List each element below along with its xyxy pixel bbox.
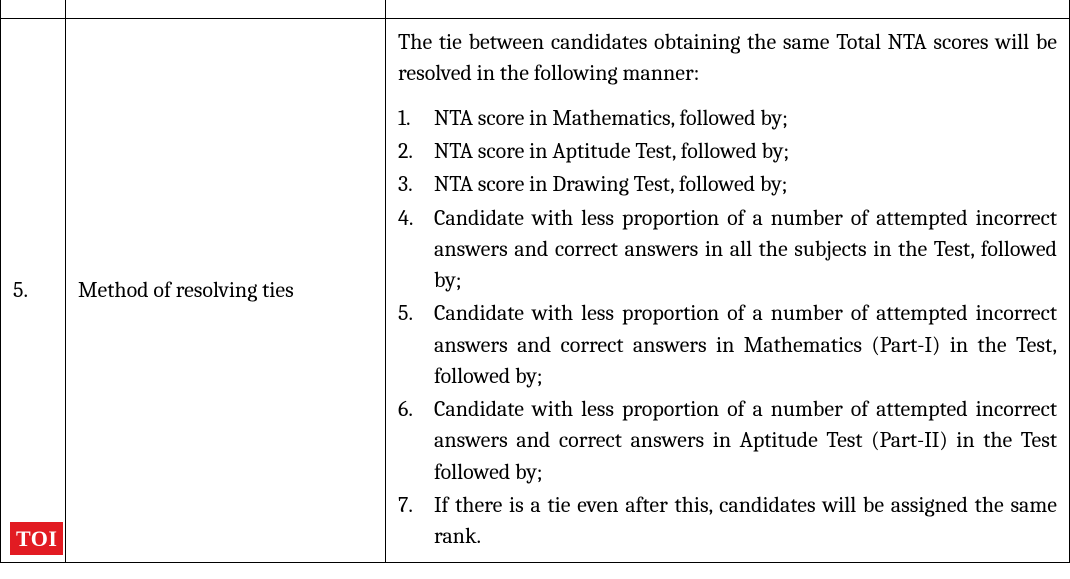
tie-breaking-list: 1. NTA score in Mathematics, followed by;… xyxy=(398,103,1057,552)
prev-content-cell xyxy=(386,0,1070,18)
list-text: If there is a tie even after this, candi… xyxy=(434,492,1057,549)
rules-table: 5. Method of resolving ties The tie betw… xyxy=(0,0,1070,563)
list-item: 2. NTA score in Aptitude Test, followed b… xyxy=(398,136,1057,167)
toi-logo-badge: TOI xyxy=(10,522,63,555)
list-marker: 5. xyxy=(398,298,426,329)
row-content-cell: The tie between candidates obtaining the… xyxy=(386,18,1070,563)
list-marker: 2. xyxy=(398,136,426,167)
document-page: 5. Method of resolving ties The tie betw… xyxy=(0,0,1070,579)
list-marker: 4. xyxy=(398,203,426,234)
intro-paragraph: The tie between candidates obtaining the… xyxy=(398,27,1057,89)
list-text: Candidate with less proportion of a numb… xyxy=(434,396,1057,484)
list-text: Candidate with less proportion of a numb… xyxy=(434,205,1057,293)
row-title: Method of resolving ties xyxy=(78,277,294,303)
list-item: 5. Candidate with less proportion of a nu… xyxy=(398,298,1057,392)
list-marker: 1. xyxy=(398,103,426,134)
list-text: NTA score in Aptitude Test, followed by; xyxy=(434,138,789,164)
list-text: NTA score in Mathematics, followed by; xyxy=(434,105,788,131)
list-item: 1. NTA score in Mathematics, followed by; xyxy=(398,103,1057,134)
prev-title-cell xyxy=(66,0,386,18)
list-item: 6. Candidate with less proportion of a nu… xyxy=(398,394,1057,488)
list-item: 4. Candidate with less proportion of a nu… xyxy=(398,203,1057,297)
row-number-cell: 5. xyxy=(1,18,66,563)
row-title-cell: Method of resolving ties xyxy=(66,18,386,563)
list-marker: 7. xyxy=(398,490,426,521)
list-text: Candidate with less proportion of a numb… xyxy=(434,300,1057,388)
list-item: 3. NTA score in Drawing Test, followed by… xyxy=(398,169,1057,200)
prev-num-cell xyxy=(1,0,66,18)
table-row: 5. Method of resolving ties The tie betw… xyxy=(1,18,1070,563)
list-text: NTA score in Drawing Test, followed by; xyxy=(434,171,787,197)
table-row xyxy=(1,0,1070,18)
row-number: 5. xyxy=(13,277,28,303)
list-marker: 6. xyxy=(398,394,426,425)
list-marker: 3. xyxy=(398,169,426,200)
list-item: 7. If there is a tie even after this, ca… xyxy=(398,490,1057,552)
